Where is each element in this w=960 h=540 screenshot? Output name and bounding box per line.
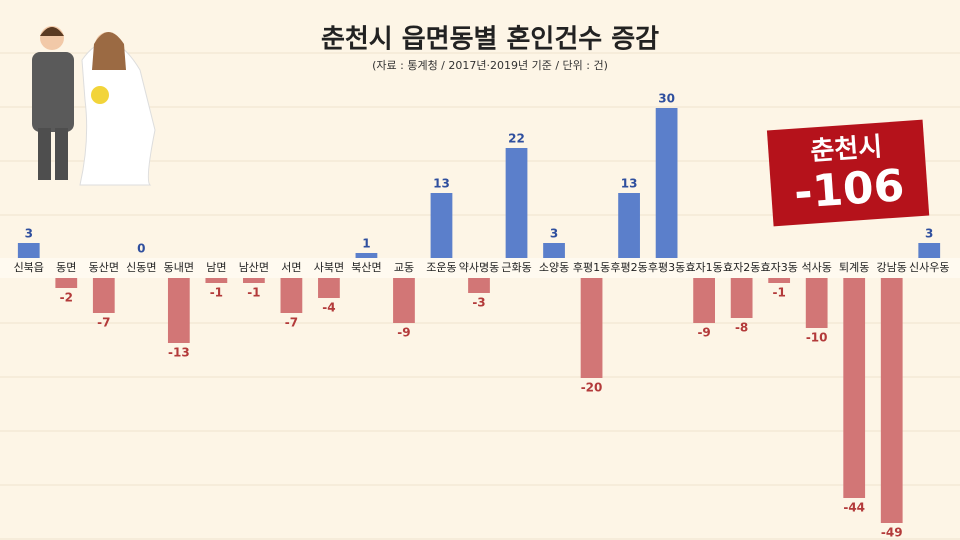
bar [505, 148, 528, 258]
value-label: -7 [285, 316, 298, 330]
value-label: -9 [697, 326, 710, 340]
x-tick-label: 남산면 [239, 261, 269, 274]
bar [805, 278, 828, 328]
value-label: -3 [472, 296, 485, 310]
x-tick-label: 강남동 [877, 261, 907, 274]
value-label: -20 [581, 381, 603, 395]
bar [17, 243, 40, 258]
x-tick-label: 후평2동 [610, 261, 647, 274]
value-label: -44 [843, 501, 865, 515]
value-label: 1 [362, 237, 370, 251]
value-label: 22 [508, 132, 525, 146]
wedding-illustration [32, 26, 156, 186]
value-label: -7 [97, 316, 110, 330]
value-label: 3 [550, 227, 558, 241]
badge-label: 춘천시 [810, 132, 884, 167]
bar [55, 278, 78, 288]
value-label: -4 [322, 301, 335, 315]
x-tick-label: 동산면 [89, 261, 119, 274]
value-label: -8 [735, 321, 748, 335]
bar [918, 243, 941, 258]
bar [768, 278, 791, 283]
total-badge: 춘천시 -106 [766, 119, 930, 227]
value-label: -2 [60, 291, 73, 305]
x-tick-label: 소양동 [539, 261, 569, 274]
x-tick-label: 약사명동 [459, 260, 499, 274]
bar [618, 193, 640, 258]
x-tick-label: 신사우동 [909, 261, 949, 274]
value-label: -9 [397, 326, 410, 340]
badge-box [766, 119, 930, 227]
value-label: 0 [137, 242, 145, 256]
x-tick-label: 조운동 [426, 261, 456, 274]
bar [468, 278, 490, 293]
x-tick-label: 북산면 [351, 261, 381, 274]
x-tick-label: 교동 [394, 261, 414, 274]
value-label: 13 [433, 177, 450, 191]
bar [242, 278, 265, 283]
x-tick-label: 남면 [206, 261, 226, 274]
bar [543, 243, 565, 258]
bar [730, 278, 753, 318]
bar [167, 278, 190, 343]
value-label: -1 [772, 286, 785, 300]
chart-subtitle: (자료 : 통계청 / 2017년·2019년 기준 / 단위 : 건) [372, 59, 608, 72]
x-tick-label: 서면 [281, 261, 301, 274]
value-label: -13 [168, 346, 190, 360]
x-tick-label: 효자2동 [723, 261, 760, 274]
value-label: -49 [881, 526, 903, 540]
value-label: 13 [621, 177, 638, 191]
x-tick-label: 신북읍 [14, 261, 44, 274]
x-tick-label: 근화동 [501, 261, 531, 274]
value-label: -1 [210, 286, 223, 300]
value-label: -1 [247, 286, 260, 300]
x-tick-label: 후평3동 [648, 261, 685, 274]
bar [580, 278, 603, 378]
value-label: -10 [806, 331, 828, 345]
bar [693, 278, 716, 323]
x-tick-label: 퇴계동 [839, 261, 869, 274]
x-tick-label: 후평1동 [573, 261, 610, 274]
bar [843, 278, 866, 498]
category-strip [0, 258, 960, 278]
bar [318, 278, 340, 298]
chart-title: 춘천시 읍면동별 혼인건수 증감 [321, 25, 659, 55]
bar [92, 278, 115, 313]
badge-value: -106 [793, 160, 906, 219]
x-tick-label: 동면 [56, 261, 76, 274]
bar [280, 278, 303, 313]
x-tick-label: 동내면 [164, 261, 194, 274]
bar [655, 108, 678, 258]
bar [393, 278, 415, 323]
value-label: 3 [925, 227, 933, 241]
x-tick-label: 효자3동 [760, 261, 797, 274]
bar [430, 193, 453, 258]
bar [205, 278, 228, 283]
bar [355, 253, 378, 258]
x-tick-label: 사북면 [314, 261, 344, 274]
x-tick-label: 효자1동 [685, 261, 722, 274]
value-label: 30 [658, 92, 675, 106]
x-tick-label: 석사동 [801, 261, 831, 274]
x-tick-label: 신동면 [126, 261, 156, 274]
bar [880, 278, 903, 523]
value-label: 3 [25, 227, 33, 241]
